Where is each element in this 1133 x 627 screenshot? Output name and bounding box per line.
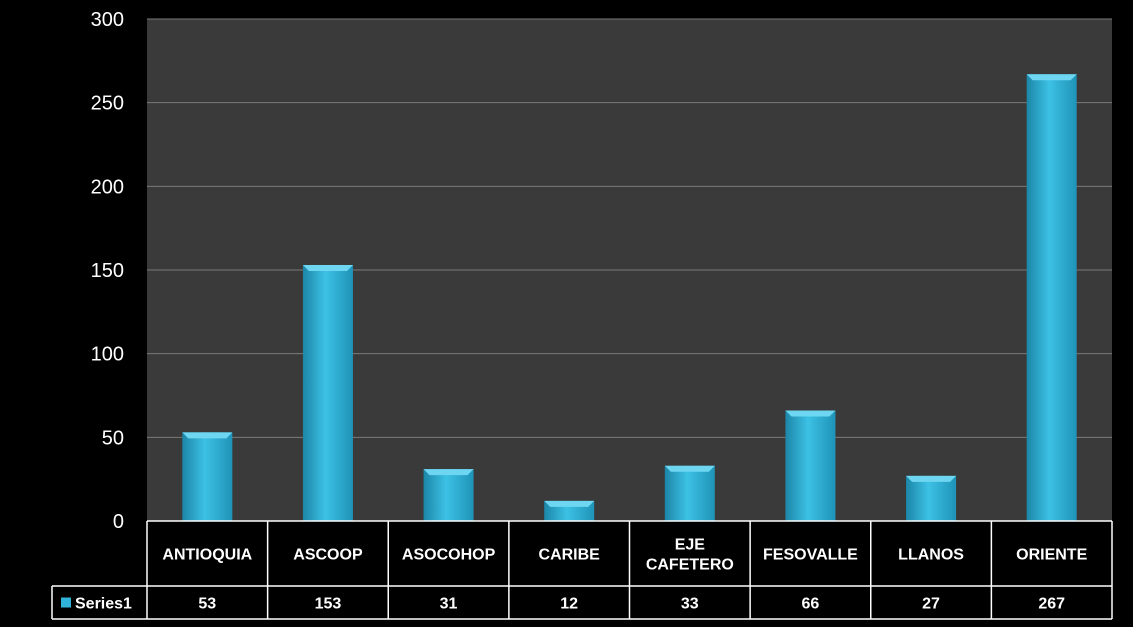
- x-tick-label: ASCOOP: [293, 547, 363, 564]
- x-tick-label: ASOCOHOP: [402, 547, 496, 564]
- x-tick-label: LLANOS: [898, 547, 964, 564]
- x-tick-label: ORIENTE: [1016, 547, 1087, 564]
- bar-cap: [1026, 74, 1077, 81]
- x-tick-label: EJE CAFETERO: [646, 537, 734, 574]
- bar-body: [302, 264, 353, 521]
- data-label: 12: [560, 596, 578, 613]
- bar-body: [906, 475, 957, 521]
- bar: [906, 475, 957, 521]
- x-tick-label: FESOVALLE: [763, 547, 858, 564]
- y-axis-ticks: 0 50 100 150 200 250 300: [91, 9, 124, 533]
- bar-cap: [182, 432, 233, 439]
- y-tick-label: 250: [91, 93, 124, 115]
- bar: [785, 410, 836, 521]
- bars: [182, 74, 1077, 521]
- y-tick-label: 300: [91, 9, 124, 31]
- bar-body: [785, 410, 836, 521]
- data-label: 267: [1038, 596, 1065, 613]
- x-tick-label: ANTIOQUIA: [162, 547, 252, 564]
- y-tick-label: 150: [91, 260, 124, 282]
- bar-body: [423, 469, 474, 521]
- data-table: ANTIOQUIA ASCOOP ASOCOHOP CARIBE EJE CAFETERO…: [51, 520, 1113, 620]
- y-tick-label: 50: [102, 427, 124, 449]
- legend-swatch: [61, 597, 71, 608]
- bar-cap: [302, 264, 353, 271]
- legend-label: Series1: [75, 596, 132, 613]
- bar: [182, 432, 233, 521]
- bar: [544, 500, 595, 521]
- bar-cap: [785, 410, 836, 417]
- data-label: 53: [198, 596, 216, 613]
- y-tick-label: 100: [91, 344, 124, 366]
- bar: [664, 465, 715, 521]
- bar-cap: [906, 475, 957, 482]
- x-tick-label: CARIBE: [539, 547, 601, 564]
- bar-cap: [544, 500, 595, 507]
- bar: [1026, 74, 1077, 521]
- data-label: 31: [440, 596, 458, 613]
- y-tick-label: 200: [91, 176, 124, 198]
- bar-cap: [423, 469, 474, 476]
- bar-cap: [664, 465, 715, 472]
- data-label: 153: [315, 596, 342, 613]
- y-tick-label: 0: [113, 511, 124, 533]
- data-label: 66: [802, 596, 820, 613]
- data-label: 33: [681, 596, 699, 613]
- bar-body: [1026, 74, 1077, 521]
- bar-body: [664, 465, 715, 521]
- data-label: 27: [922, 596, 940, 613]
- bar-body: [182, 432, 233, 521]
- bar: [302, 264, 353, 521]
- bar: [423, 469, 474, 521]
